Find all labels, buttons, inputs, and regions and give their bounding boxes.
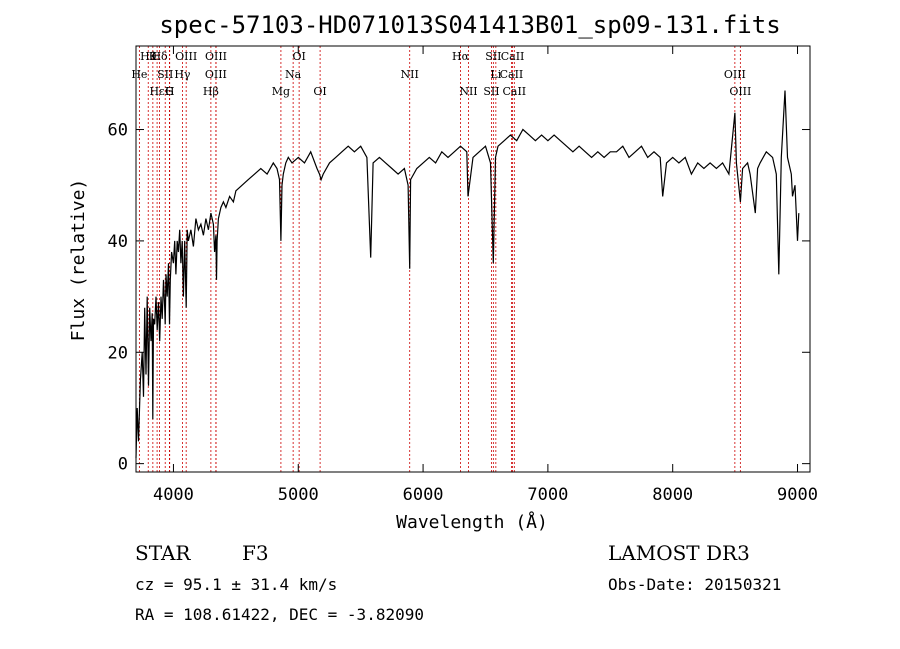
line-label: He	[131, 68, 147, 81]
redshift-readout: cz = 95.1 ± 31.4 km/s	[135, 575, 337, 594]
line-label: SII	[157, 68, 173, 81]
object-subclass: F3	[242, 541, 269, 565]
x-tick-label: 5000	[278, 485, 319, 505]
x-tick-label: 4000	[153, 485, 194, 505]
plot-frame	[135, 45, 811, 473]
y-tick-label: 60	[108, 121, 128, 141]
survey-name: LAMOST DR3	[608, 541, 750, 565]
observation-date: Obs-Date: 20150321	[608, 575, 781, 594]
x-axis-label: Wavelength (Å)	[396, 511, 548, 533]
line-label: Li	[490, 68, 501, 81]
line-label: OI	[313, 85, 326, 98]
x-tick-label: 6000	[403, 485, 444, 505]
line-label: OIII	[724, 68, 746, 81]
y-tick-label: 20	[108, 343, 128, 363]
x-tick-label: 8000	[652, 485, 693, 505]
line-label: OIII	[729, 85, 751, 98]
x-tick-label: 7000	[527, 485, 568, 505]
line-label: Na	[285, 68, 302, 81]
y-axis-label: Flux (relative)	[68, 179, 89, 342]
line-label: OIII	[205, 50, 227, 63]
line-label: K	[149, 50, 158, 63]
line-label: G	[165, 85, 174, 98]
line-label: H	[165, 85, 175, 98]
object-class: STAR	[135, 541, 191, 565]
spectral-line-markers	[138, 46, 741, 472]
line-label: Hδ	[151, 50, 168, 63]
line-label: Hε	[149, 85, 165, 98]
line-label: Hθ	[140, 50, 157, 63]
y-axis-ticks: 0 20 40 60	[108, 121, 810, 475]
spectrum-line	[135, 90, 800, 459]
line-label: SII	[485, 50, 501, 63]
y-tick-label: 0	[118, 455, 128, 475]
line-label: SII	[483, 85, 499, 98]
coordinates-readout: RA = 108.61422, DEC = -3.82090	[135, 605, 424, 624]
chart-title: spec-57103-HD071013S041413B01_sp09-131.f…	[159, 11, 780, 39]
line-label: CaII	[500, 68, 524, 81]
line-label: CaII	[502, 85, 526, 98]
y-tick-label: 40	[108, 232, 128, 252]
line-label: OIII	[175, 50, 197, 63]
line-label: Mg	[272, 85, 290, 98]
line-label: OIII	[205, 68, 227, 81]
line-label: NII	[401, 68, 419, 81]
line-label: CaII	[501, 50, 525, 63]
line-label: Hγ	[174, 68, 191, 81]
line-label: Hβ	[203, 85, 219, 98]
line-label: OI	[292, 50, 305, 63]
line-label: NII	[459, 85, 477, 98]
line-label: Hα	[452, 50, 470, 63]
x-tick-label: 9000	[777, 485, 818, 505]
x-axis-ticks: 4000 5000 6000 7000 8000 9000	[153, 46, 818, 505]
